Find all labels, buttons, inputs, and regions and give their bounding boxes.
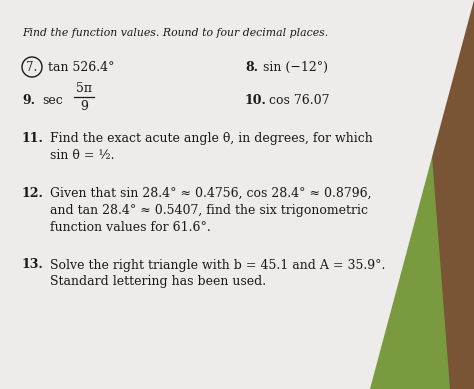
Text: 11.: 11. bbox=[22, 131, 44, 144]
Text: 13.: 13. bbox=[22, 259, 44, 272]
Text: 12.: 12. bbox=[22, 186, 44, 200]
Text: cos 76.07: cos 76.07 bbox=[269, 93, 329, 107]
Text: and tan 28.4° ≈ 0.5407, find the six trigonometric: and tan 28.4° ≈ 0.5407, find the six tri… bbox=[50, 203, 368, 217]
Text: Find the exact acute angle θ, in degrees, for which: Find the exact acute angle θ, in degrees… bbox=[50, 131, 373, 144]
Text: 7.: 7. bbox=[27, 61, 37, 74]
Text: Find the function values. Round to four decimal places.: Find the function values. Round to four … bbox=[22, 28, 328, 38]
Text: sin (−12°): sin (−12°) bbox=[263, 61, 328, 74]
Text: function values for 61.6°.: function values for 61.6°. bbox=[50, 221, 211, 233]
Text: Standard lettering has been used.: Standard lettering has been used. bbox=[50, 275, 266, 289]
Text: sec: sec bbox=[42, 93, 63, 107]
Text: 9: 9 bbox=[80, 100, 88, 112]
Polygon shape bbox=[420, 0, 474, 389]
Text: 5π: 5π bbox=[76, 82, 92, 95]
Text: sin θ = ½.: sin θ = ½. bbox=[50, 149, 115, 161]
Polygon shape bbox=[180, 0, 474, 389]
Text: tan 526.4°: tan 526.4° bbox=[48, 61, 115, 74]
Text: Solve the right triangle with b = 45.1 and A = 35.9°.: Solve the right triangle with b = 45.1 a… bbox=[50, 259, 385, 272]
Text: 8.: 8. bbox=[245, 61, 258, 74]
Text: 9.: 9. bbox=[22, 93, 35, 107]
Text: Given that sin 28.4° ≈ 0.4756, cos 28.4° ≈ 0.8796,: Given that sin 28.4° ≈ 0.4756, cos 28.4°… bbox=[50, 186, 372, 200]
Text: 10.: 10. bbox=[245, 93, 267, 107]
